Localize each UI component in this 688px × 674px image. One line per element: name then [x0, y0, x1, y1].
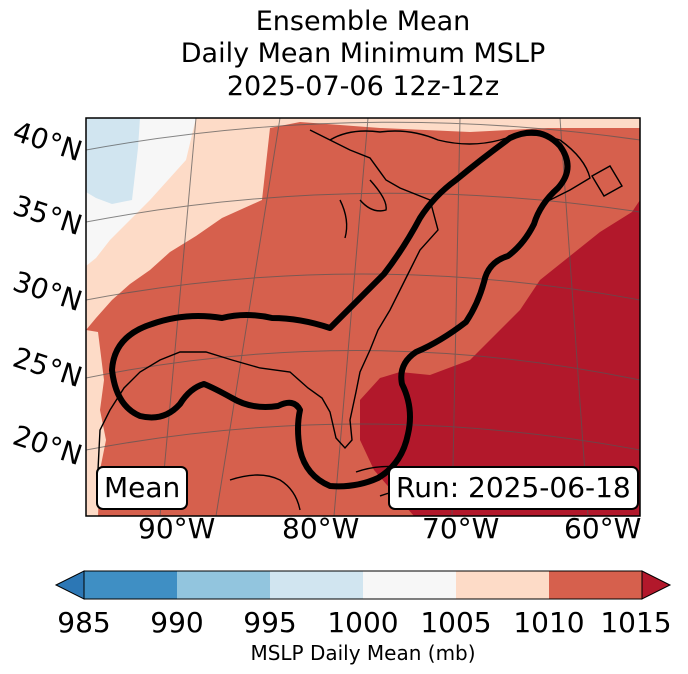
lon-label-80: 80°W	[282, 512, 360, 545]
colorbar-tick-995: 995	[243, 606, 297, 639]
colorbar-tick-1000: 1000	[327, 606, 399, 639]
ensemble-contour	[109, 129, 571, 490]
colorbar-segment-1000-1005	[363, 571, 456, 599]
title-line-1: Ensemble Mean	[255, 6, 471, 37]
title-line-3: 2025-07-06 12z-12z	[226, 71, 500, 102]
colorbar-tick-1010: 1010	[513, 606, 585, 639]
title-line-2: Daily Mean Minimum MSLP	[180, 38, 546, 69]
colorbar-extend-low	[54, 570, 85, 600]
colorbar-frame	[83, 570, 643, 600]
map-frame	[85, 117, 641, 517]
lon-label-90: 90°W	[138, 512, 216, 545]
colorbar-tick-1005: 1005	[420, 606, 492, 639]
colorbar-segment-990-995	[177, 571, 270, 599]
mean-label: Mean	[96, 466, 189, 510]
lon-label-60: 60°W	[564, 512, 642, 545]
colorbar-segment-985-990	[84, 571, 177, 599]
colorbar-segment-1010-1015	[549, 571, 642, 599]
pressure-field-1005-1010-west	[86, 118, 640, 330]
colorbar-tick-1015: 1015	[600, 606, 672, 639]
run-label: Run: 2025-06-18	[388, 466, 639, 510]
colorbar-segment-995-1000	[270, 571, 363, 599]
map-area	[86, 118, 640, 516]
colorbar-extend-high	[641, 570, 672, 600]
colorbar-segment-1005-1010	[456, 571, 549, 599]
colorbar-tick-990: 990	[150, 606, 204, 639]
lon-label-70: 70°W	[422, 512, 500, 545]
colorbar-title: MSLP Daily Mean (mb)	[250, 641, 476, 665]
colorbar-tick-985: 985	[57, 606, 111, 639]
pressure-field-995-1000	[86, 118, 140, 204]
